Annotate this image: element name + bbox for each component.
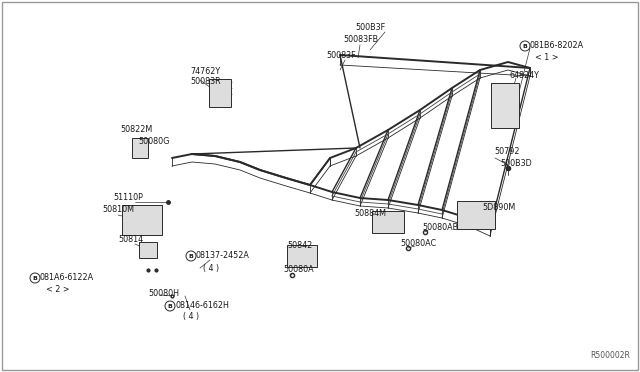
Bar: [491, 83, 519, 128]
Bar: [372, 211, 404, 233]
Text: 50842: 50842: [287, 241, 312, 250]
Text: 081B6-8202A: 081B6-8202A: [530, 42, 584, 51]
Text: 64824Y: 64824Y: [510, 71, 540, 80]
Text: 74762Y: 74762Y: [190, 67, 220, 77]
Bar: [122, 205, 162, 235]
Text: R500002R: R500002R: [590, 351, 630, 360]
Bar: [287, 245, 317, 267]
Text: 50822M: 50822M: [120, 125, 152, 135]
Text: 50814: 50814: [118, 235, 143, 244]
Bar: [209, 79, 231, 107]
Bar: [132, 138, 148, 158]
Text: 50080H: 50080H: [148, 289, 179, 298]
Text: 50080AB: 50080AB: [422, 222, 458, 231]
Text: B: B: [168, 304, 172, 308]
Text: 50083R: 50083R: [190, 77, 221, 87]
Text: 08137-2452A: 08137-2452A: [196, 251, 250, 260]
Text: B: B: [33, 276, 37, 280]
Text: B: B: [189, 253, 193, 259]
Text: 50792: 50792: [494, 148, 520, 157]
Text: 50080G: 50080G: [138, 138, 170, 147]
Text: 50080A: 50080A: [283, 266, 314, 275]
Text: 081A6-6122A: 081A6-6122A: [40, 273, 94, 282]
Text: 50083F: 50083F: [326, 51, 356, 60]
Text: 50080AC: 50080AC: [400, 238, 436, 247]
Text: 50083FB: 50083FB: [343, 35, 378, 45]
Bar: [457, 201, 495, 229]
Bar: [139, 242, 157, 258]
Text: 5D890M: 5D890M: [482, 203, 515, 212]
Text: ( 4 ): ( 4 ): [183, 312, 199, 321]
Text: 50810M: 50810M: [102, 205, 134, 215]
Text: B: B: [523, 44, 527, 48]
Text: 500B3F: 500B3F: [355, 23, 385, 32]
Text: < 1 >: < 1 >: [535, 54, 559, 62]
Text: 50884M: 50884M: [354, 208, 386, 218]
Text: 500B3D: 500B3D: [500, 158, 532, 167]
Text: ( 4 ): ( 4 ): [203, 263, 219, 273]
Text: 51110P: 51110P: [113, 193, 143, 202]
Text: 08146-6162H: 08146-6162H: [175, 301, 229, 311]
Text: < 2 >: < 2 >: [46, 285, 70, 295]
